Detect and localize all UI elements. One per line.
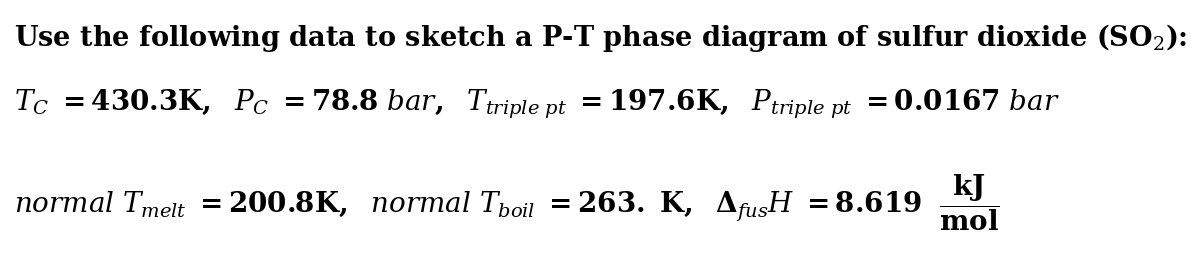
Text: $\mathbf{\mathit{T}_{\mathit{C}}}$ $\mathbf{= 430.3K,}$  $\mathbf{\mathit{P}_{\m: $\mathbf{\mathit{T}_{\mathit{C}}}$ $\mat… [14, 88, 1060, 121]
Text: $\mathbf{\mathit{normal}\ \mathit{T}_{\mathit{melt}}}$ $\mathbf{= 200.8K,}$  $\m: $\mathbf{\mathit{normal}\ \mathit{T}_{\m… [14, 172, 1000, 233]
Text: Use the following data to sketch a P-T phase diagram of sulfur dioxide (SO$_2$):: Use the following data to sketch a P-T p… [14, 22, 1188, 54]
